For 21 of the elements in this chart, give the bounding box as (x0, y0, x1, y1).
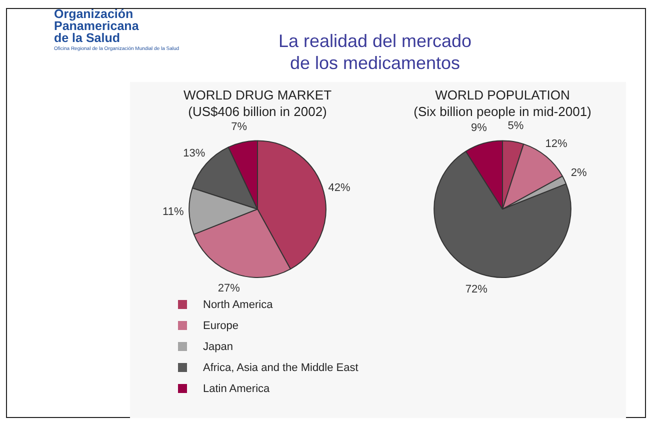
data-label: 27% (218, 282, 240, 295)
legend-label: Africa, Asia and the Middle East (203, 362, 358, 374)
chart-subtitle: (US$406 billion in 2002) (188, 104, 327, 119)
data-label: 72% (465, 283, 488, 296)
legend-label: North America (203, 298, 273, 310)
text: La realidad del mercado de los medicamentos (277, 30, 473, 74)
data-label: 42% (328, 182, 350, 194)
chart-title: WORLD POPULATION (435, 87, 570, 102)
legend-label: Europe (203, 320, 238, 332)
data-label: 2% (570, 167, 588, 180)
data-label: 13% (183, 147, 206, 160)
chart-title: WORLD DRUG MARKET (183, 87, 332, 102)
data-label: 5% (508, 120, 524, 132)
data-label: 7% (231, 120, 248, 133)
data-label: 12% (545, 138, 568, 150)
data-label: 9% (471, 122, 488, 134)
legend-label: Japan (203, 340, 233, 352)
chart-subtitle: (Six billion people in mid-2001) (414, 104, 592, 119)
data-label: 11% (162, 206, 184, 218)
text: Organización Panamericana de la Salud (54, 7, 140, 45)
legend-label: Latin America (203, 382, 270, 394)
